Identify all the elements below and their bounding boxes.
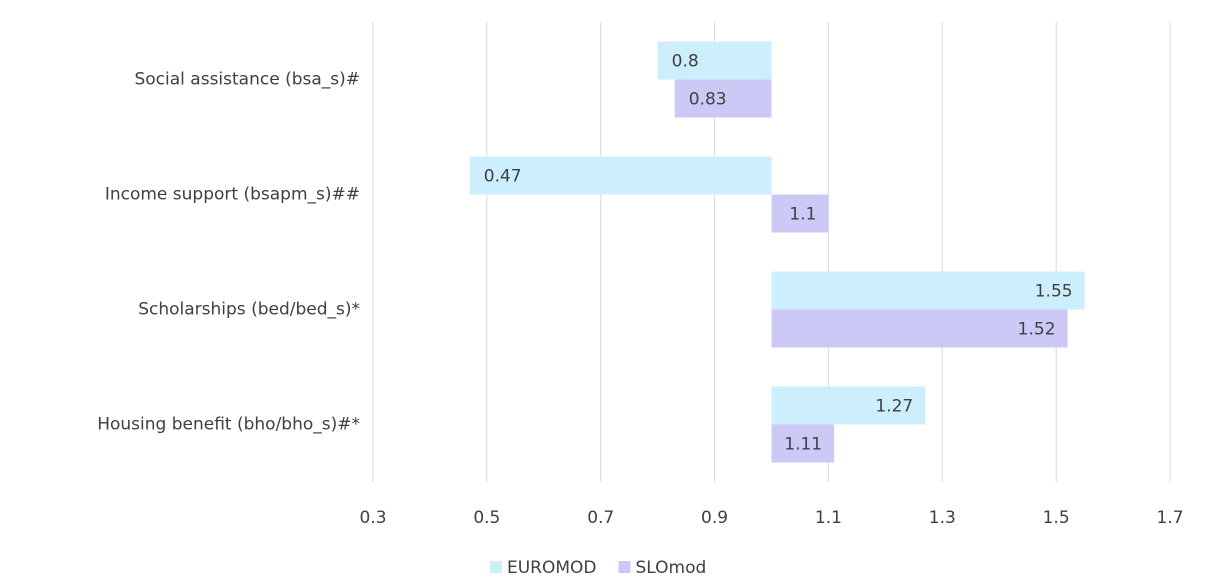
bar <box>771 309 1068 348</box>
legend-swatch <box>490 561 502 573</box>
legend-label: SLOmod <box>636 558 707 578</box>
x-tick-label: 0.9 <box>701 508 728 528</box>
data-label: 1.52 <box>1018 320 1056 340</box>
legend-label: EUROMOD <box>507 558 597 578</box>
bar <box>674 79 772 118</box>
y-tick-label: Housing benefit (bho/bho_s)#* <box>97 415 360 435</box>
x-tick-label: 1.5 <box>1043 508 1070 528</box>
x-tick-label: 0.5 <box>473 508 500 528</box>
legend-swatch <box>618 561 631 573</box>
y-tick-label: Scholarships (bed/bed_s)* <box>138 300 360 320</box>
x-tick-label: 0.7 <box>587 508 614 528</box>
data-label: 1.55 <box>1035 282 1073 302</box>
data-label: 0.47 <box>484 167 522 187</box>
bar <box>771 386 926 425</box>
data-label: 0.83 <box>689 90 727 110</box>
bar <box>657 41 772 80</box>
bar <box>771 424 835 463</box>
y-tick-label: Income support (bsapm_s)## <box>105 185 360 205</box>
data-label: 1.11 <box>784 435 822 455</box>
x-tick-label: 1.1 <box>815 508 842 528</box>
bar <box>771 271 1085 310</box>
bar <box>771 194 829 233</box>
data-label: 0.8 <box>672 52 699 72</box>
data-label: 1.1 <box>789 205 816 225</box>
y-tick-label: Social assistance (bsa_s)# <box>134 70 360 90</box>
x-tick-label: 0.3 <box>359 508 386 528</box>
data-label: 1.27 <box>875 397 913 417</box>
x-tick-label: 1.3 <box>929 508 956 528</box>
x-tick-label: 1.7 <box>1156 508 1183 528</box>
bar <box>469 156 772 195</box>
